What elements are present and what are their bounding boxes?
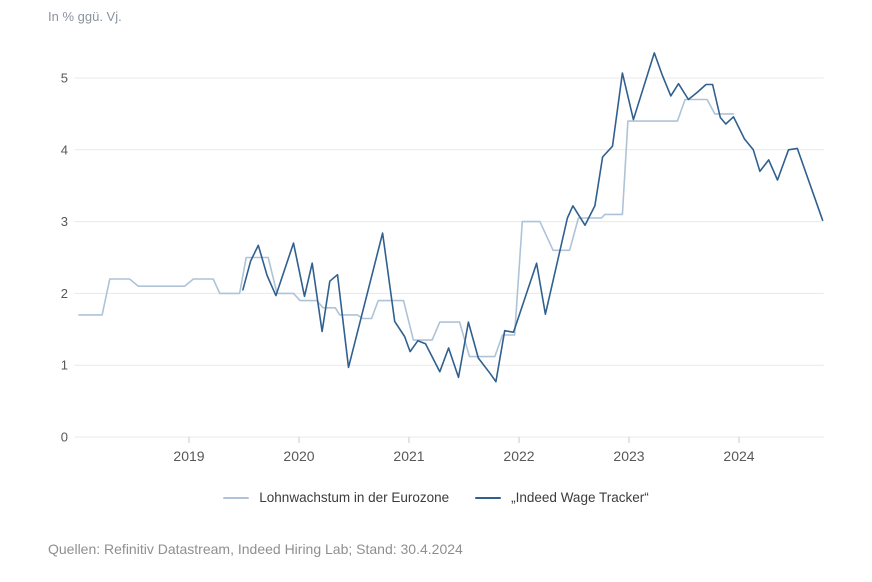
- legend-swatch-eurozone: [223, 496, 250, 499]
- y-axis-tick-label-4: 4: [61, 142, 68, 157]
- y-axis-tick-label-2: 2: [61, 286, 68, 301]
- y-axis-tick-label-3: 3: [61, 214, 68, 229]
- x-axis-tick-label-2019: 2019: [173, 448, 204, 464]
- series-line-indeed: [242, 52, 824, 383]
- line-chart-plot-area: 0 1 2 3 4 5 2019 2020 2021 2022 2023 2024: [61, 52, 824, 464]
- source-note: Quellen: Refinitiv Datastream, Indeed Hi…: [48, 541, 463, 557]
- y-axis-tick-label-5: 5: [61, 71, 68, 86]
- y-axis-unit-label: In % ggü. Vj.: [48, 9, 122, 24]
- series-line-eurozone: [78, 98, 735, 358]
- legend-label-indeed: „Indeed Wage Tracker“: [511, 490, 649, 505]
- x-axis-tick-label-2020: 2020: [283, 448, 314, 464]
- legend-label-eurozone: Lohnwachstum in der Eurozone: [259, 490, 450, 505]
- legend-item-indeed: „Indeed Wage Tracker“: [475, 490, 649, 505]
- legend-item-eurozone: Lohnwachstum in der Eurozone: [223, 490, 449, 505]
- x-axis-tick-label-2022: 2022: [503, 448, 534, 464]
- x-axis-tick-label-2021: 2021: [393, 448, 424, 464]
- y-axis-tick-label-0: 0: [61, 430, 68, 445]
- legend-swatch-indeed: [475, 496, 502, 499]
- x-axis-tick-label-2023: 2023: [613, 448, 644, 464]
- chart-legend: Lohnwachstum in der Eurozone „Indeed Wag…: [0, 490, 872, 505]
- y-axis-tick-label-1: 1: [61, 358, 68, 373]
- x-axis-tick-label-2024: 2024: [723, 448, 754, 464]
